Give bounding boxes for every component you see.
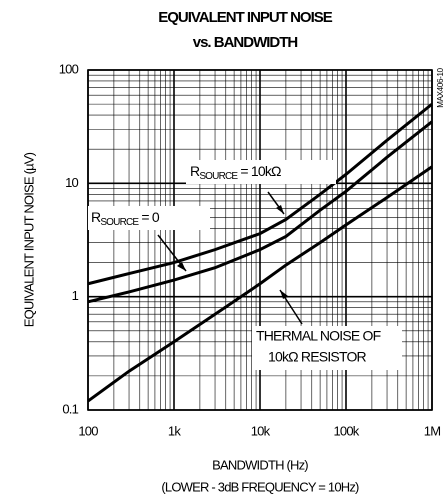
annotation-background [88, 206, 210, 230]
plot-frame [87, 69, 433, 411]
annotation-part: = 0 [138, 209, 160, 225]
chart-title: EQUIVALENT INPUT NOISE [158, 9, 333, 26]
annotation-part: R [190, 163, 200, 179]
y-tick-label: 0.1 [62, 401, 78, 416]
y-axis-label: EQUIVALENT INPUT NOISE (µV) [21, 152, 36, 327]
x-axis-note: (LOWER - 3dB FREQUENCY = 10Hz) [161, 479, 359, 494]
annotation-background [186, 160, 336, 184]
x-tick-label: 100k [334, 423, 360, 438]
y-tick-label: 100 [59, 61, 79, 76]
series-line [87, 165, 433, 403]
x-tick-label: 1k [168, 423, 181, 438]
series-line [87, 102, 433, 286]
arrow-head [276, 205, 284, 214]
annotation: 10kΩ RESISTOR [268, 349, 367, 365]
annotation-arrows [157, 191, 303, 325]
y-tick-label: 10 [65, 175, 78, 190]
x-tick-label: 100 [78, 423, 98, 438]
figure-id: MAX406-10 [436, 67, 445, 107]
x-axis-label: BANDWIDTH (Hz) [212, 457, 308, 472]
annotation-subscript: SOURCE [199, 171, 238, 182]
annotation-subscript: SOURCE [100, 217, 139, 228]
y-tick-label: 1 [72, 288, 79, 303]
annotation: THERMAL NOISE OF [256, 328, 381, 344]
chart-subtitle: vs. BANDWIDTH [193, 34, 298, 51]
annotation: RSOURCE = 10kΩ [190, 163, 281, 182]
annotation-part: R [91, 209, 101, 225]
x-tick-label: 1M [424, 423, 440, 438]
arrow-head [177, 262, 186, 271]
annotation-part: = 10kΩ [237, 163, 281, 179]
x-tick-label: 10k [251, 423, 271, 438]
annotation: RSOURCE = 0 [91, 209, 160, 228]
series-line [87, 120, 433, 304]
annotation-background [252, 326, 402, 370]
arrow-head [280, 290, 288, 299]
